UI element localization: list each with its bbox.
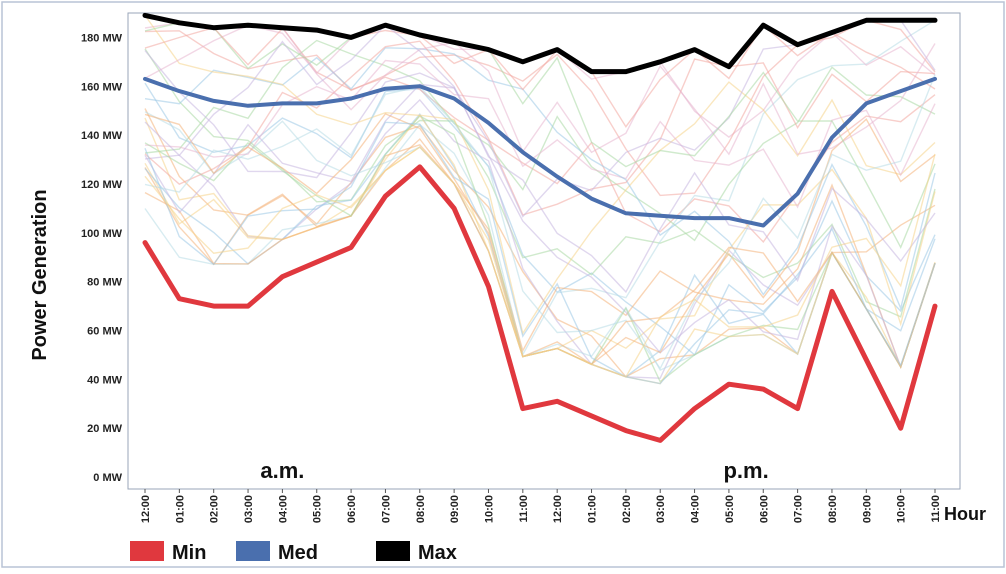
x-tick-label: 02:00 <box>621 495 633 523</box>
background-line <box>144 22 936 249</box>
x-tick-label: 04:00 <box>277 495 289 523</box>
y-tick-label: 100 MW <box>81 228 123 240</box>
background-line <box>144 40 936 216</box>
period-label: a.m. <box>260 458 304 483</box>
x-tick-label: 03:00 <box>243 495 255 523</box>
y-tick-label: 40 MW <box>87 374 122 386</box>
series-group <box>142 12 938 443</box>
legend-swatch-med <box>236 541 270 561</box>
x-tick-label: 10:00 <box>896 495 908 523</box>
x-tick-label: 01:00 <box>587 495 599 523</box>
x-axis-ticks: 12:00 01:00 02:00 03:00 04:00 05:00 06:00 07:00… <box>140 489 942 523</box>
x-tick-label: 10:00 <box>484 495 496 523</box>
x-tick-label: 08:00 <box>827 495 839 523</box>
background-line <box>144 81 936 336</box>
series-line-min <box>142 164 938 443</box>
x-tick-label: 02:00 <box>209 495 221 523</box>
x-tick-label: 11:00 <box>518 495 530 523</box>
x-tick-label: 01:00 <box>174 495 186 523</box>
x-tick-label: 11:00 <box>930 495 942 523</box>
legend-label-max: Max <box>418 542 457 564</box>
series-line-med <box>143 76 937 228</box>
y-axis-label: Power Generation <box>29 189 51 360</box>
x-tick-label: 12:00 <box>140 495 152 523</box>
y-tick-label: 0 MW <box>93 472 122 484</box>
legend: Min Med Max <box>130 541 457 564</box>
x-tick-label: 12:00 <box>552 495 564 523</box>
background-line <box>144 146 936 378</box>
background-lines <box>144 14 936 385</box>
period-label: p.m. <box>723 458 768 483</box>
y-tick-label: 120 MW <box>81 179 123 191</box>
x-tick-label: 09:00 <box>861 495 873 523</box>
x-tick-label: 05:00 <box>724 495 736 523</box>
y-tick-label: 140 MW <box>81 130 123 142</box>
legend-label-med: Med <box>278 542 318 564</box>
y-tick-label: 20 MW <box>87 423 122 435</box>
x-tick-label: 09:00 <box>449 495 461 523</box>
background-line <box>144 138 936 370</box>
period-labels: a.m. p.m. <box>260 458 768 483</box>
background-line <box>144 50 936 370</box>
background-line <box>144 24 936 128</box>
background-line <box>144 74 936 370</box>
x-tick-label: 07:00 <box>380 495 392 523</box>
background-line <box>144 59 936 209</box>
y-tick-label: 180 MW <box>81 32 123 44</box>
x-tick-label: 04:00 <box>690 495 702 523</box>
x-tick-label: 06:00 <box>346 495 358 523</box>
y-axis-ticks: 0 MW 20 MW 40 MW 60 MW 80 MW 100 MW 120 MW 140 … <box>81 32 123 484</box>
y-tick-label: 160 MW <box>81 81 123 93</box>
plot-area <box>127 12 961 490</box>
series-line-max <box>142 12 938 75</box>
x-tick-label: 03:00 <box>655 495 667 523</box>
legend-label-min: Min <box>172 542 206 564</box>
background-line <box>144 19 936 357</box>
x-tick-label: 07:00 <box>793 495 805 523</box>
legend-swatch-min <box>130 541 164 561</box>
y-tick-label: 60 MW <box>87 326 122 338</box>
y-tick-label: 80 MW <box>87 277 122 289</box>
background-line <box>144 24 936 294</box>
x-tick-label: 08:00 <box>415 495 427 523</box>
x-tick-label: 06:00 <box>758 495 770 523</box>
x-tick-label: 05:00 <box>312 495 324 523</box>
x-axis-label: Hour <box>944 504 986 524</box>
legend-swatch-max <box>376 541 410 561</box>
